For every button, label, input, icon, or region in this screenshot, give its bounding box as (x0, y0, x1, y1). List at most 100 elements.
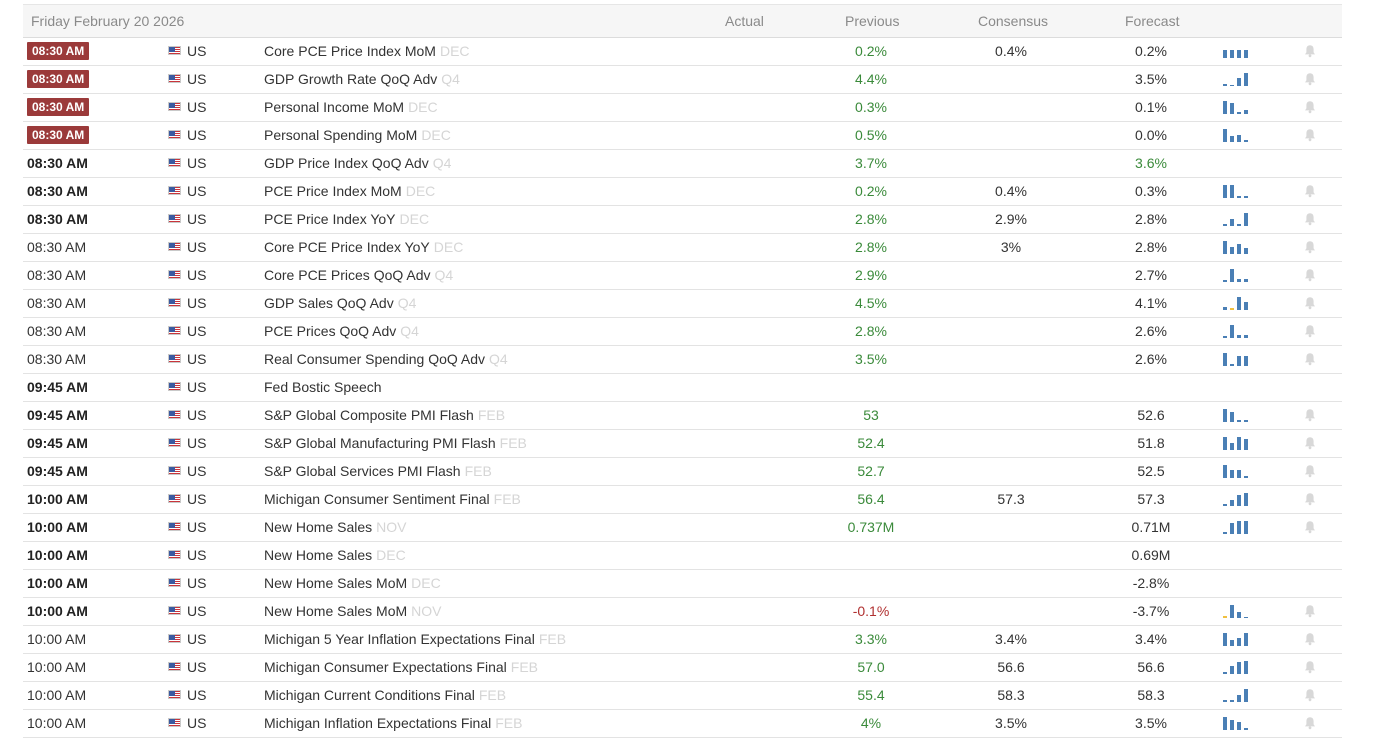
history-sparkline[interactable] (1223, 687, 1251, 703)
bell-icon[interactable] (1303, 520, 1317, 534)
table-row[interactable]: 10:00 AM US Michigan Inflation Expectati… (23, 710, 1342, 738)
event-name-link[interactable]: Personal Income MoM DEC (264, 99, 438, 115)
table-row[interactable]: 08:30 AM US Core PCE Prices QoQ Adv Q4 2.… (23, 262, 1342, 290)
event-name-link[interactable]: Personal Spending MoM DEC (264, 127, 451, 143)
history-sparkline[interactable] (1223, 239, 1251, 255)
bell-icon[interactable] (1303, 604, 1317, 618)
forecast-value: 3.4% (1135, 631, 1167, 647)
table-row[interactable]: 08:30 AM US PCE Prices QoQ Adv Q4 2.8% 2.… (23, 318, 1342, 346)
table-row[interactable]: 10:00 AM US New Home Sales NOV 0.737M 0.7… (23, 514, 1342, 542)
table-row[interactable]: 10:00 AM US Michigan Consumer Expectatio… (23, 654, 1342, 682)
history-sparkline[interactable] (1223, 659, 1251, 675)
event-time: 08:30 AM (27, 267, 87, 283)
history-sparkline[interactable] (1223, 323, 1251, 339)
event-name-link[interactable]: New Home Sales MoM NOV (264, 603, 442, 619)
bell-icon[interactable] (1303, 240, 1317, 254)
bell-icon[interactable] (1303, 632, 1317, 646)
table-row[interactable]: 10:00 AM US Michigan 5 Year Inflation Ex… (23, 626, 1342, 654)
bell-icon[interactable] (1303, 716, 1317, 730)
event-name-link[interactable]: Michigan Current Conditions Final FEB (264, 687, 506, 703)
bell-icon[interactable] (1303, 72, 1317, 86)
bell-icon[interactable] (1303, 408, 1317, 422)
sparkline-bar (1223, 672, 1227, 674)
history-sparkline[interactable] (1223, 43, 1251, 59)
table-row[interactable]: 10:00 AM US New Home Sales DEC 0.69M (23, 542, 1342, 570)
table-row[interactable]: 08:30 AM US Personal Income MoM DEC 0.3% … (23, 94, 1342, 122)
event-name-link[interactable]: S&P Global Composite PMI Flash FEB (264, 407, 505, 423)
table-row[interactable]: 08:30 AM US Real Consumer Spending QoQ A… (23, 346, 1342, 374)
event-name-link[interactable]: S&P Global Manufacturing PMI Flash FEB (264, 435, 527, 451)
table-row[interactable]: 08:30 AM US PCE Price Index MoM DEC 0.2% … (23, 178, 1342, 206)
table-row[interactable]: 10:00 AM US New Home Sales MoM DEC -2.8% (23, 570, 1342, 598)
table-row[interactable]: 09:45 AM US S&P Global Composite PMI Fla… (23, 402, 1342, 430)
history-sparkline[interactable] (1223, 99, 1251, 115)
table-row[interactable]: 08:30 AM US PCE Price Index YoY DEC 2.8% … (23, 206, 1342, 234)
bell-icon[interactable] (1303, 296, 1317, 310)
history-sparkline[interactable] (1223, 351, 1251, 367)
history-sparkline[interactable] (1223, 435, 1251, 451)
event-name-link[interactable]: New Home Sales MoM DEC (264, 575, 441, 591)
event-name-link[interactable]: GDP Price Index QoQ Adv Q4 (264, 155, 451, 171)
bell-icon[interactable] (1303, 184, 1317, 198)
event-name-link[interactable]: New Home Sales NOV (264, 519, 407, 535)
sparkline-bar (1237, 695, 1241, 702)
event-name-link[interactable]: PCE Price Index YoY DEC (264, 211, 429, 227)
event-name-link[interactable]: Michigan Inflation Expectations Final FEB (264, 715, 522, 731)
event-name-link[interactable]: Fed Bostic Speech (264, 379, 386, 395)
table-row[interactable]: 08:30 AM US Core PCE Price Index YoY DEC … (23, 234, 1342, 262)
bell-icon[interactable] (1303, 660, 1317, 674)
event-name-link[interactable]: Michigan 5 Year Inflation Expectations F… (264, 631, 566, 647)
table-row[interactable]: 08:30 AM US Personal Spending MoM DEC 0.5… (23, 122, 1342, 150)
bell-icon[interactable] (1303, 212, 1317, 226)
bell-icon[interactable] (1303, 436, 1317, 450)
event-name-link[interactable]: PCE Price Index MoM DEC (264, 183, 435, 199)
history-sparkline[interactable] (1223, 71, 1251, 87)
event-name-link[interactable]: Real Consumer Spending QoQ Adv Q4 (264, 351, 508, 367)
history-sparkline[interactable] (1223, 491, 1251, 507)
event-name-link[interactable]: S&P Global Services PMI Flash FEB (264, 463, 492, 479)
bell-icon[interactable] (1303, 492, 1317, 506)
country-code: US (187, 603, 207, 619)
event-name-link[interactable]: Core PCE Price Index MoM DEC (264, 43, 470, 59)
event-name-link[interactable]: New Home Sales DEC (264, 547, 406, 563)
table-row[interactable]: 09:45 AM US S&P Global Services PMI Flas… (23, 458, 1342, 486)
table-row[interactable]: 09:45 AM US Fed Bostic Speech (23, 374, 1342, 402)
table-row[interactable]: 08:30 AM US GDP Sales QoQ Adv Q4 4.5% 4.1… (23, 290, 1342, 318)
history-sparkline[interactable] (1223, 295, 1251, 311)
event-name-link[interactable]: Core PCE Price Index YoY DEC (264, 239, 463, 255)
event-name-link[interactable]: Michigan Consumer Sentiment Final FEB (264, 491, 521, 507)
history-sparkline[interactable] (1223, 183, 1251, 199)
bell-icon[interactable] (1303, 352, 1317, 366)
table-row[interactable]: 08:30 AM US GDP Price Index QoQ Adv Q4 3.… (23, 150, 1342, 178)
sparkline-bar (1230, 103, 1234, 114)
bell-icon[interactable] (1303, 268, 1317, 282)
event-name-link[interactable]: GDP Growth Rate QoQ Adv Q4 (264, 71, 460, 87)
table-row[interactable]: 10:00 AM US Michigan Consumer Sentiment … (23, 486, 1342, 514)
table-row[interactable]: 08:30 AM US GDP Growth Rate QoQ Adv Q4 4.… (23, 66, 1342, 94)
bell-icon[interactable] (1303, 464, 1317, 478)
bell-icon[interactable] (1303, 100, 1317, 114)
event-name: S&P Global Manufacturing PMI Flash (264, 435, 496, 451)
bell-icon[interactable] (1303, 324, 1317, 338)
history-sparkline[interactable] (1223, 127, 1251, 143)
history-sparkline[interactable] (1223, 715, 1251, 731)
table-row[interactable]: 10:00 AM US Michigan Current Conditions … (23, 682, 1342, 710)
event-name-link[interactable]: PCE Prices QoQ Adv Q4 (264, 323, 419, 339)
history-sparkline[interactable] (1223, 267, 1251, 283)
history-sparkline[interactable] (1223, 407, 1251, 423)
table-row[interactable]: 08:30 AM US Core PCE Price Index MoM DEC … (23, 38, 1342, 66)
history-sparkline[interactable] (1223, 631, 1251, 647)
history-sparkline[interactable] (1223, 519, 1251, 535)
event-name-link[interactable]: GDP Sales QoQ Adv Q4 (264, 295, 416, 311)
event-name-link[interactable]: Core PCE Prices QoQ Adv Q4 (264, 267, 453, 283)
bell-icon[interactable] (1303, 44, 1317, 58)
history-sparkline[interactable] (1223, 603, 1251, 619)
history-sparkline[interactable] (1223, 463, 1251, 479)
bell-icon[interactable] (1303, 688, 1317, 702)
table-row[interactable]: 09:45 AM US S&P Global Manufacturing PMI… (23, 430, 1342, 458)
history-sparkline[interactable] (1223, 211, 1251, 227)
bell-icon[interactable] (1303, 128, 1317, 142)
table-row[interactable]: 10:00 AM US New Home Sales MoM NOV -0.1% … (23, 598, 1342, 626)
consensus-value: 3% (1000, 239, 1022, 255)
event-name-link[interactable]: Michigan Consumer Expectations Final FEB (264, 659, 538, 675)
